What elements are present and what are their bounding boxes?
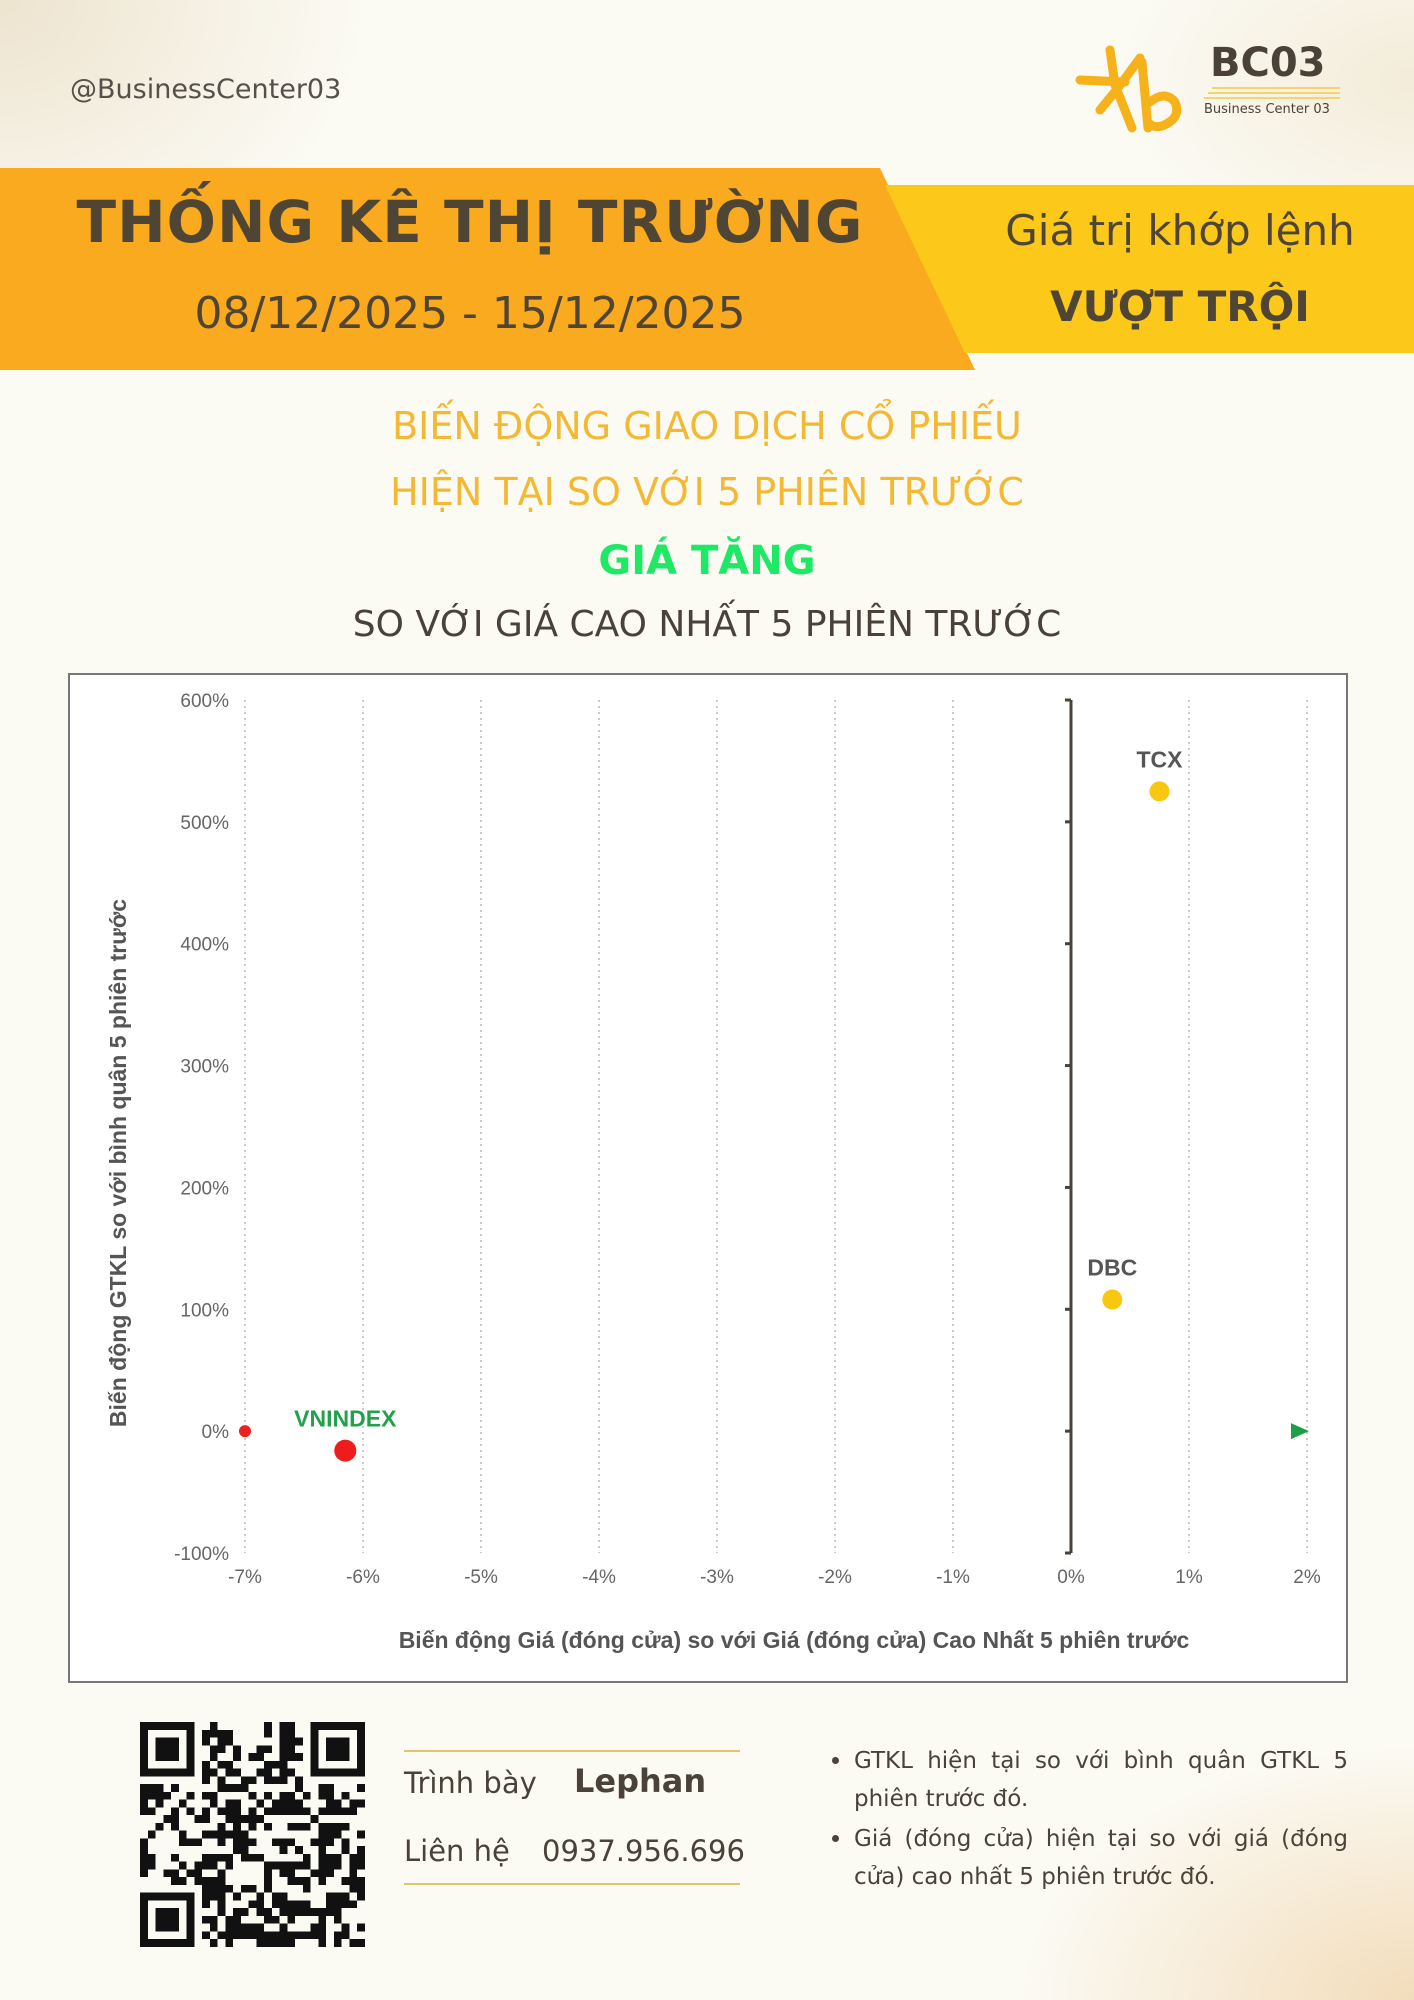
chart-grid — [244, 700, 1308, 1553]
x-tick-label: -1% — [936, 1567, 970, 1588]
headline-line2: HIỆN TẠI SO VỚI 5 PHIÊN TRƯỚC — [390, 470, 1024, 514]
x-tick-label: 0% — [1057, 1567, 1085, 1588]
qr-code-icon[interactable] — [140, 1722, 365, 1947]
banner-dates: 08/12/2025 - 15/12/2025 — [194, 288, 746, 339]
x-tick-label: -4% — [582, 1567, 616, 1588]
headline-line4: SO VỚI GIÁ CAO NHẤT 5 PHIÊN TRƯỚC — [352, 604, 1062, 645]
banner-right — [885, 185, 1414, 353]
x-axis-arrow — [1291, 1423, 1309, 1440]
data-point — [1149, 781, 1170, 802]
x-tick-label: 1% — [1175, 1567, 1203, 1588]
y-tick-label: 500% — [180, 813, 229, 834]
y-tick-label: 600% — [180, 691, 229, 712]
y-tick-label: 300% — [180, 1057, 229, 1078]
presenter-label: Trình bày — [404, 1766, 537, 1800]
x-tick-label: 2% — [1293, 1567, 1321, 1588]
banner-title: THỐNG KÊ THỊ TRƯỜNG — [76, 188, 864, 256]
data-point-label: VNINDEX — [294, 1406, 397, 1432]
chart-frame: -7% -6% -5% -4% -3% -2% -1% 0% 1% 2% 600% 500% 400%… — [68, 673, 1348, 1683]
banner-right-line1: Giá trị khớp lệnh — [1005, 206, 1355, 255]
data-point-label: TCX — [1137, 746, 1184, 772]
notes-list: GTKL hiện tại so với bình quân GTKL 5 ph… — [828, 1742, 1348, 1898]
logo-subtitle: Business Center 03 — [1204, 102, 1330, 117]
data-point-label: DBC — [1087, 1255, 1137, 1281]
x-axis-origin-dot — [239, 1425, 251, 1438]
y-tick-label: 200% — [180, 1178, 229, 1199]
contact-top-rule — [404, 1750, 740, 1752]
y-axis-label: Biến động GTKL so với bình quân 5 phiên … — [105, 899, 131, 1427]
contact-phone[interactable]: 0937.956.696 — [542, 1834, 745, 1868]
chart-points: TCX DBC VNINDEX — [294, 746, 1184, 1462]
y-tick-label: 100% — [180, 1300, 229, 1321]
kb-logo-icon — [1075, 45, 1182, 133]
contact-bottom-rule — [404, 1883, 740, 1885]
note-item: GTKL hiện tại so với bình quân GTKL 5 ph… — [828, 1742, 1348, 1818]
contact-label: Liên hệ — [404, 1834, 510, 1868]
x-tick-label: -7% — [228, 1567, 262, 1588]
headline-line3: GIÁ TĂNG — [598, 538, 816, 584]
scatter-chart: -7% -6% -5% -4% -3% -2% -1% 0% 1% 2% 600% 500% 400%… — [105, 691, 1321, 1653]
x-tick-label: -3% — [700, 1567, 734, 1588]
banner-left — [0, 168, 975, 370]
headline-line1: BIẾN ĐỘNG GIAO DỊCH CỔ PHIẾU — [392, 404, 1022, 448]
x-tick-label: -6% — [346, 1567, 380, 1588]
data-point — [1102, 1289, 1123, 1310]
note-item: Giá (đóng cửa) hiện tại so với giá (đóng… — [828, 1820, 1348, 1896]
y-tick-label: -100% — [174, 1544, 229, 1565]
x-axis-label: Biến động Giá (đóng cửa) so với Giá (đón… — [399, 1627, 1190, 1653]
data-point — [334, 1439, 357, 1462]
presenter-name: Lephan — [574, 1762, 707, 1800]
y-tick-labels: 600% 500% 400% 300% 200% 100% 0% -100% — [174, 691, 229, 1565]
x-tick-label: -5% — [464, 1567, 498, 1588]
x-tick-label: -2% — [818, 1567, 852, 1588]
social-handle: @BusinessCenter03 — [70, 74, 342, 105]
chart-axes — [239, 698, 1309, 1555]
y-tick-label: 400% — [180, 935, 229, 956]
logo: BC03 Business Center 03 — [1070, 40, 1350, 140]
logo-brand: BC03 — [1210, 40, 1326, 86]
x-tick-labels: -7% -6% -5% -4% -3% -2% -1% 0% 1% 2% — [228, 1567, 1321, 1588]
logo-underline — [1204, 87, 1340, 99]
y-tick-label: 0% — [202, 1422, 230, 1443]
banner-right-line2: VƯỢT TRỘI — [1050, 282, 1310, 331]
